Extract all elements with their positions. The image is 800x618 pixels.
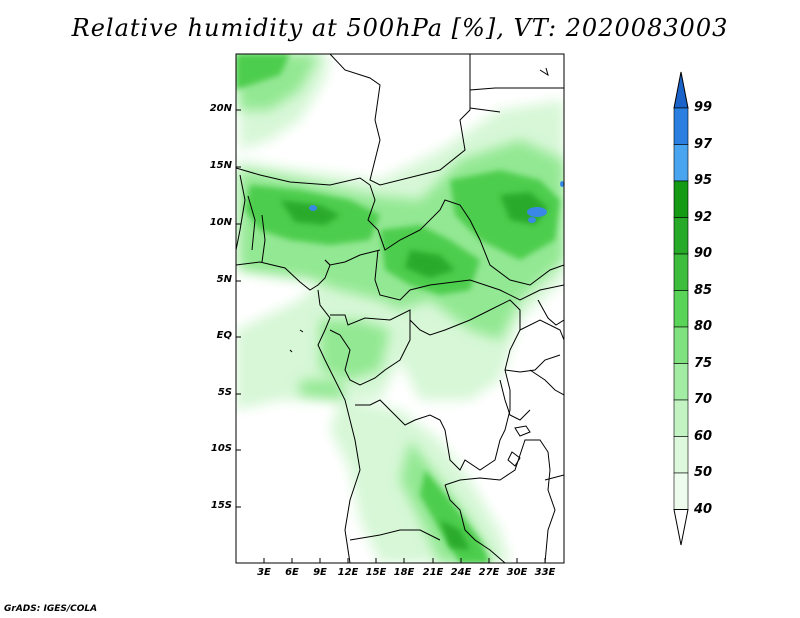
lon-label: 12E — [337, 567, 359, 578]
map-title: Relative humidity at 500hPa [%], VT: 202… — [71, 14, 729, 42]
colorbar-label: 60 — [694, 428, 713, 444]
colorbar-label: 80 — [694, 319, 713, 334]
lat-label: 5N — [216, 274, 232, 285]
colorbar-label: 92 — [694, 209, 713, 225]
country-borders — [236, 54, 564, 563]
lon-label: 30E — [506, 567, 528, 578]
lon-label: 9E — [313, 567, 327, 578]
lon-label: 18E — [393, 567, 415, 578]
colorbar-label: 99 — [694, 100, 713, 115]
colorbar-max-arrow — [673, 71, 689, 109]
lat-label: 10N — [209, 217, 232, 228]
colorbar-label: 95 — [694, 173, 713, 188]
lon-label: 27E — [478, 567, 500, 578]
lon-label: 15E — [365, 567, 387, 578]
colorbar-segment — [673, 107, 689, 145]
colorbar-label: 97 — [694, 136, 713, 152]
colorbar-min-arrow — [673, 509, 689, 546]
lon-label: 24E — [450, 567, 472, 578]
lon-label: 6E — [285, 567, 299, 578]
colorbar-segment — [673, 144, 689, 182]
colorbar-label: 50 — [694, 465, 713, 480]
colorbar-segment — [673, 363, 689, 401]
humidity-field — [236, 54, 564, 563]
lat-label: 15S — [210, 500, 232, 511]
lat-label: EQ — [216, 330, 232, 341]
colorbar-segment — [673, 290, 689, 328]
humidity-shading-deep — [280, 192, 548, 550]
colorbar-segment — [673, 399, 689, 437]
lon-label: 21E — [422, 567, 444, 578]
credit-text: GrADS: IGES/COLA — [4, 604, 98, 614]
colorbar-segment — [673, 326, 689, 364]
colorbar-label: 75 — [694, 355, 713, 371]
colorbar — [673, 71, 689, 546]
lat-label: 20N — [209, 103, 232, 114]
colorbar-label: 90 — [694, 246, 713, 261]
colorbar-segment — [673, 253, 689, 291]
plot-frame — [235, 53, 565, 564]
colorbar-segment — [673, 217, 689, 255]
colorbar-label: 70 — [694, 392, 713, 407]
colorbar-segment — [673, 180, 689, 218]
lat-label: 5S — [217, 387, 232, 398]
colorbar-label: 85 — [694, 282, 713, 298]
colorbar-label: 40 — [694, 501, 713, 517]
axis-ticks — [236, 109, 546, 563]
lakes — [309, 181, 564, 223]
colorbar-segment — [673, 436, 689, 474]
lon-label: 3E — [257, 567, 271, 578]
lat-label: 10S — [210, 443, 232, 454]
lon-label: 33E — [534, 567, 556, 578]
colorbar-segment — [673, 472, 689, 510]
lat-label: 15N — [209, 160, 232, 171]
